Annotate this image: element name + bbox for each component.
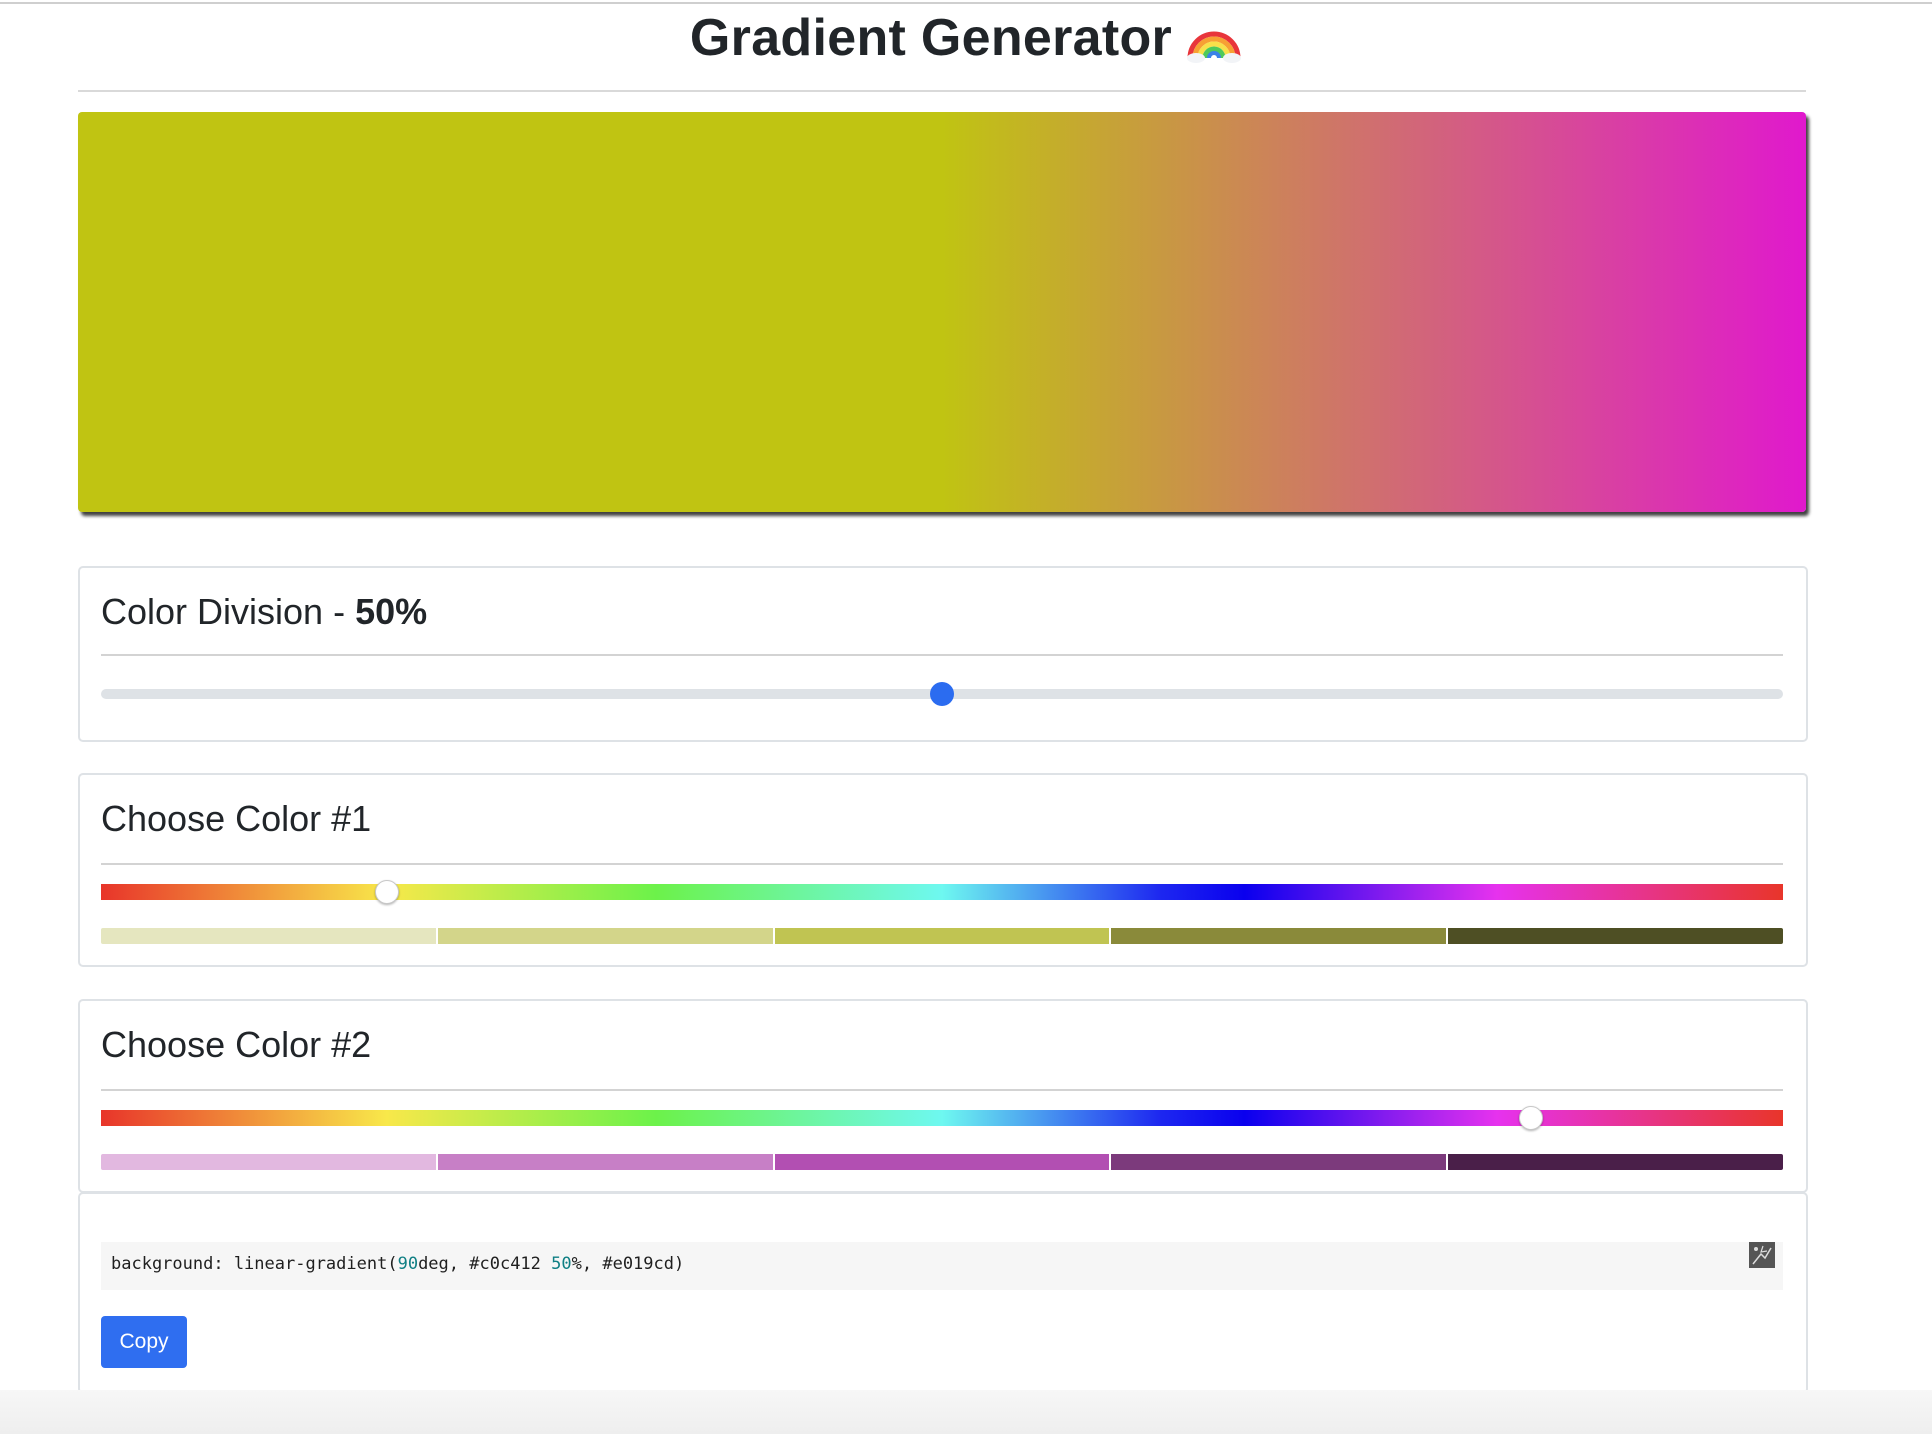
color2-card: Choose Color #2 xyxy=(78,999,1808,1193)
color-division-card: Color Division - 50% xyxy=(78,566,1808,742)
color2-shade-swatch[interactable] xyxy=(437,1154,775,1170)
css-code-block[interactable]: background: linear-gradient(90deg, #c0c4… xyxy=(101,1242,1783,1290)
css-output-card: background: linear-gradient(90deg, #c0c4… xyxy=(78,1192,1808,1394)
color1-hue-slider[interactable] xyxy=(101,884,1783,900)
color2-hue-slider[interactable] xyxy=(101,1110,1783,1126)
color-division-label: Color Division - xyxy=(101,591,356,632)
copy-button[interactable]: Copy xyxy=(101,1316,187,1368)
card-divider xyxy=(101,654,1783,656)
color1-shade-swatch[interactable] xyxy=(1448,928,1783,944)
page-title: Gradient Generator xyxy=(0,6,1932,70)
card-divider xyxy=(101,863,1783,865)
color2-shade-swatch[interactable] xyxy=(774,1154,1112,1170)
gradient-preview xyxy=(78,112,1806,512)
window-bottom-edge xyxy=(0,1390,1932,1434)
color2-shade-swatch[interactable] xyxy=(1448,1154,1783,1170)
color1-shade-swatch[interactable] xyxy=(101,928,438,944)
division-slider-thumb[interactable] xyxy=(930,682,954,706)
page-title-text: Gradient Generator xyxy=(689,9,1173,67)
color2-title: Choose Color #2 xyxy=(101,1024,372,1065)
color-division-value: 50% xyxy=(355,591,428,632)
color1-shade-swatches xyxy=(101,928,1783,944)
card-divider xyxy=(101,1089,1783,1091)
color2-hue-thumb[interactable] xyxy=(1518,1106,1543,1130)
color-division-title: Color Division - 50% xyxy=(101,590,427,634)
css-code-text: background: linear-gradient(90deg, #c0c4… xyxy=(111,1254,685,1274)
color2-shade-swatches xyxy=(101,1154,1783,1170)
color1-card: Choose Color #1 xyxy=(78,773,1808,967)
color2-shade-swatch[interactable] xyxy=(101,1154,438,1170)
color2-shade-swatch[interactable] xyxy=(1111,1154,1449,1170)
color1-title: Choose Color #1 xyxy=(101,798,372,839)
top-border xyxy=(0,2,1932,4)
color1-shade-swatch[interactable] xyxy=(774,928,1112,944)
color1-shade-swatch[interactable] xyxy=(437,928,775,944)
title-divider xyxy=(78,90,1806,92)
color1-hue-thumb[interactable] xyxy=(374,880,399,904)
rainbow-icon xyxy=(1187,31,1242,63)
color1-shade-swatch[interactable] xyxy=(1111,928,1449,944)
broken-image-icon xyxy=(1749,1242,1775,1268)
